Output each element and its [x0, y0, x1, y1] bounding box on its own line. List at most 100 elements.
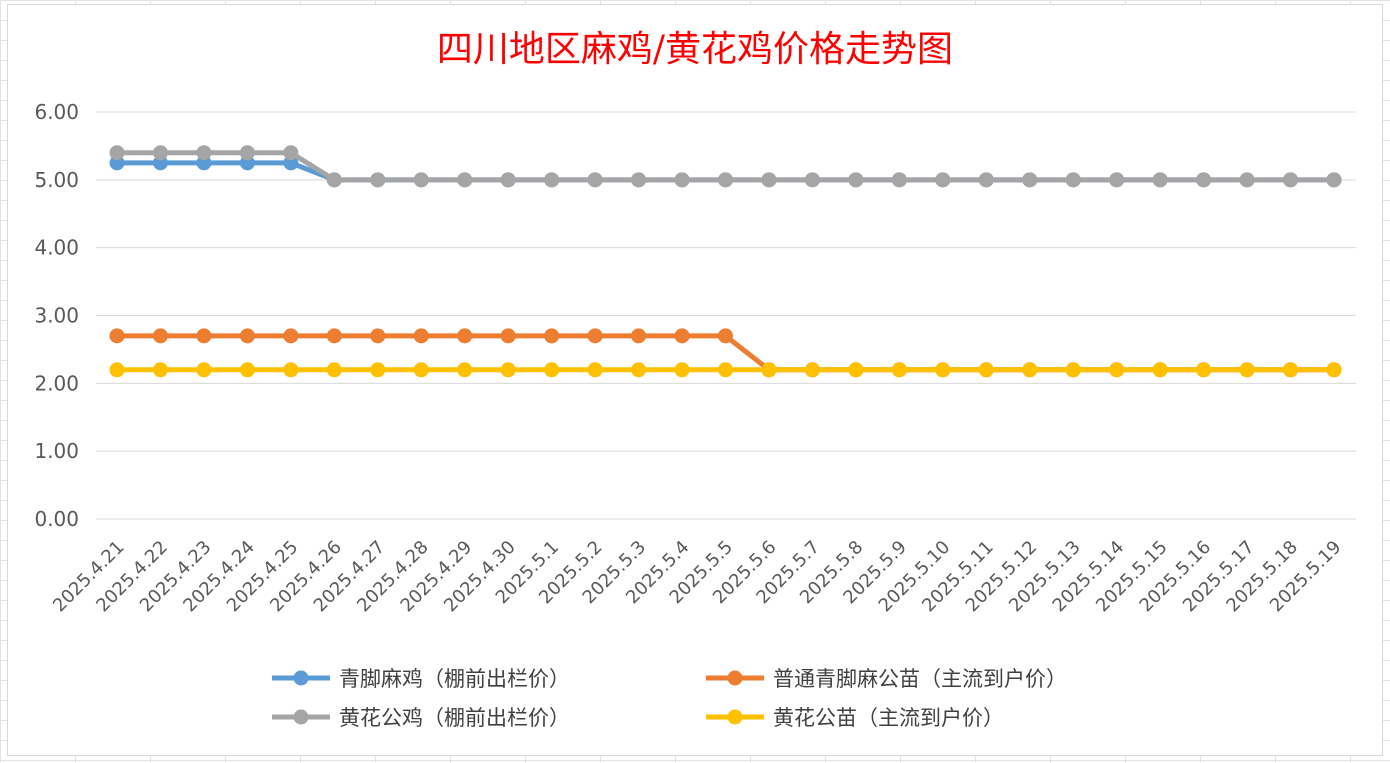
data-point — [1152, 362, 1168, 378]
data-point — [1239, 172, 1255, 188]
series-4 — [109, 362, 1342, 378]
legend-label: 青脚麻鸡（棚前出栏价） — [339, 667, 570, 691]
data-point — [152, 145, 168, 161]
legend-item[interactable]: 普通青脚麻公苗（主流到户价） — [706, 667, 1067, 691]
data-point — [457, 362, 473, 378]
chart-area[interactable] — [7, 4, 1383, 756]
data-point — [500, 172, 516, 188]
data-point — [935, 172, 951, 188]
data-point — [239, 328, 255, 344]
data-point — [326, 172, 342, 188]
data-point — [1109, 172, 1125, 188]
legend: 青脚麻鸡（棚前出栏价） 普通青脚麻公苗（主流到户价） 黄花公鸡（棚前出栏价） 黄花公苗… — [272, 667, 1067, 730]
data-point — [631, 328, 647, 344]
data-point — [935, 362, 951, 378]
data-point — [587, 328, 603, 344]
data-point — [283, 362, 299, 378]
legend-swatch-marker — [293, 670, 309, 686]
data-point — [413, 172, 429, 188]
legend-label: 黄花公苗（主流到户价） — [773, 706, 1004, 730]
data-point — [370, 362, 386, 378]
chart-title: 四川地区麻鸡/黄花鸡价格走势图 — [437, 29, 953, 70]
legend-item[interactable]: 黄花公苗（主流到户价） — [706, 706, 1004, 730]
data-point — [413, 362, 429, 378]
legend-swatch-marker — [727, 709, 743, 725]
data-point — [587, 362, 603, 378]
data-point — [1196, 362, 1212, 378]
data-point — [891, 172, 907, 188]
data-point — [152, 362, 168, 378]
data-point — [196, 328, 212, 344]
series-3 — [109, 145, 1342, 188]
data-point — [761, 362, 777, 378]
data-point — [718, 172, 733, 188]
y-tick-label: 4.00 — [34, 236, 79, 260]
legend-item[interactable]: 黄花公鸡（棚前出栏价） — [272, 706, 570, 730]
data-point — [544, 172, 560, 188]
data-point — [544, 328, 560, 344]
data-point — [239, 362, 255, 378]
data-point — [413, 328, 429, 344]
data-point — [1065, 172, 1081, 188]
data-point — [326, 328, 342, 344]
series-lines — [109, 145, 1342, 378]
data-point — [109, 362, 125, 378]
data-point — [891, 362, 907, 378]
data-point — [718, 328, 733, 344]
data-point — [109, 145, 125, 161]
data-point — [848, 362, 864, 378]
data-point — [1283, 172, 1299, 188]
data-point — [283, 145, 299, 161]
data-point — [1283, 362, 1299, 378]
data-point — [804, 172, 820, 188]
data-point — [544, 362, 560, 378]
data-point — [674, 172, 690, 188]
data-point — [500, 362, 516, 378]
y-axis-tick-labels: 0.00 1.00 2.00 3.00 4.00 5.00 6.00 — [34, 100, 79, 531]
data-point — [631, 362, 647, 378]
data-point — [761, 172, 777, 188]
data-point — [978, 172, 994, 188]
legend-label: 普通青脚麻公苗（主流到户价） — [773, 667, 1067, 691]
data-point — [109, 328, 125, 344]
data-point — [718, 362, 733, 378]
y-tick-label: 5.00 — [34, 168, 79, 192]
data-point — [370, 328, 386, 344]
data-point — [1065, 362, 1081, 378]
y-tick-label: 3.00 — [34, 304, 79, 328]
data-point — [1152, 172, 1168, 188]
legend-label: 黄花公鸡（棚前出栏价） — [339, 706, 570, 730]
y-tick-label: 2.00 — [34, 371, 79, 395]
data-point — [370, 172, 386, 188]
data-point — [1022, 362, 1038, 378]
data-point — [326, 362, 342, 378]
data-point — [1326, 172, 1342, 188]
data-point — [848, 172, 864, 188]
x-axis-tick-labels: 2025.4.212025.4.222025.4.232025.4.242025… — [49, 537, 1346, 617]
data-point — [1022, 172, 1038, 188]
data-point — [674, 362, 690, 378]
data-point — [283, 328, 299, 344]
data-point — [500, 328, 516, 344]
legend-swatch-marker — [293, 709, 309, 725]
legend-item[interactable]: 青脚麻鸡（棚前出栏价） — [272, 667, 570, 691]
data-point — [587, 172, 603, 188]
data-point — [1196, 172, 1212, 188]
legend-swatch-marker — [727, 670, 743, 686]
data-point — [631, 172, 647, 188]
data-point — [457, 328, 473, 344]
data-point — [239, 145, 255, 161]
y-tick-label: 0.00 — [34, 507, 79, 531]
data-point — [1109, 362, 1125, 378]
data-point — [1239, 362, 1255, 378]
y-tick-label: 6.00 — [34, 100, 79, 124]
data-point — [152, 328, 168, 344]
data-point — [978, 362, 994, 378]
data-point — [674, 328, 690, 344]
data-point — [196, 362, 212, 378]
data-point — [1326, 362, 1342, 378]
data-point — [804, 362, 820, 378]
data-point — [196, 145, 212, 161]
y-tick-label: 1.00 — [34, 439, 79, 463]
